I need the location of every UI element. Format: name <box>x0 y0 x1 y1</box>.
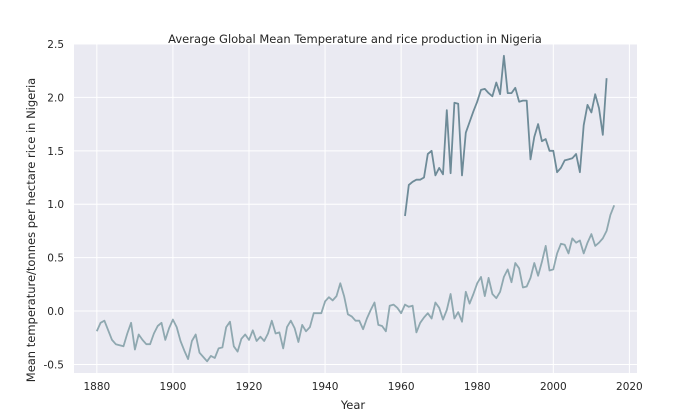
x-tick-label: 1880 <box>83 381 110 393</box>
chart-title: Average Global Mean Temperature and rice… <box>168 32 542 46</box>
y-tick-label: 2.0 <box>47 92 64 104</box>
y-axis-label: Mean temperature/tonnes per hectare rice… <box>24 78 38 382</box>
plot-background <box>74 44 637 373</box>
x-tick-label: 1920 <box>236 381 263 393</box>
y-tick-label: -0.5 <box>44 359 65 371</box>
y-tick-labels: -0.5 0.0 0.5 1.0 1.5 2.0 2.5 <box>44 39 65 371</box>
x-tick-label: 1960 <box>388 381 415 393</box>
x-axis-label: Year <box>340 398 366 412</box>
y-tick-label: 0.0 <box>47 306 64 318</box>
x-tick-label: 1980 <box>464 381 491 393</box>
x-tick-label: 1940 <box>312 381 339 393</box>
x-tick-label: 1900 <box>160 381 187 393</box>
x-tick-label: 2020 <box>616 381 643 393</box>
y-tick-label: 0.5 <box>47 253 64 265</box>
series-lines <box>95 54 616 363</box>
series-line-1 <box>95 204 616 363</box>
x-tick-labels: 1880 1900 1920 1940 1960 1980 2000 2020 <box>83 381 642 393</box>
y-tick-label: 2.5 <box>47 39 64 51</box>
y-tick-label: 1.0 <box>47 199 64 211</box>
y-tick-label: 1.5 <box>47 146 64 158</box>
x-tick-label: 2000 <box>540 381 567 393</box>
series-line-2 <box>404 54 608 217</box>
